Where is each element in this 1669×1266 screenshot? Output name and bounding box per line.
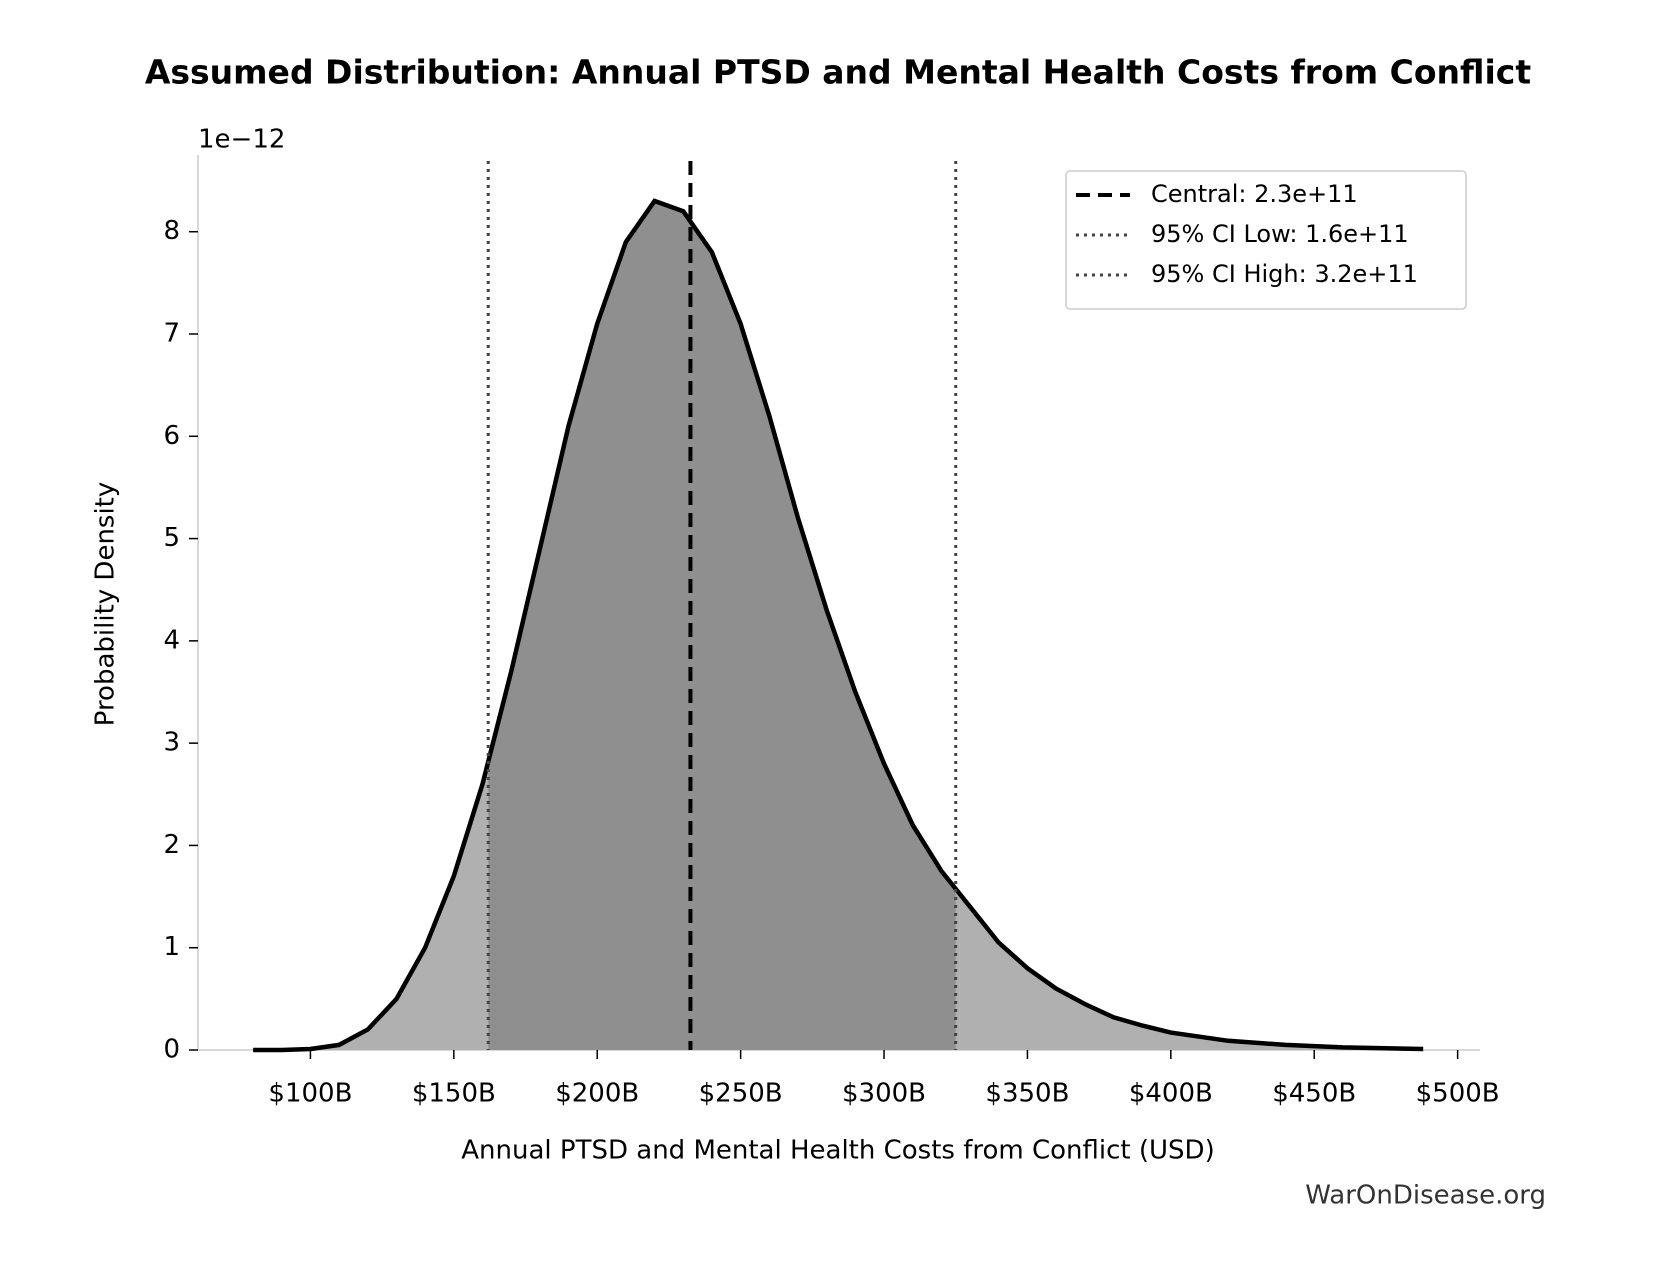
ci-area-fill [488,201,956,1050]
y-axis-label: Probability Density [91,482,121,727]
x-tick-label: $250B [699,1079,783,1109]
x-tick-label: $450B [1272,1079,1356,1109]
y-tick-label: 4 [163,625,180,655]
x-tick-label: $150B [412,1079,496,1109]
x-tick-label: $200B [555,1079,639,1109]
y-tick-label: 3 [163,728,180,758]
x-tick-label: $300B [842,1079,926,1109]
x-tick-label: $350B [985,1079,1069,1109]
y-tick-label: 0 [163,1035,180,1065]
legend-box [1065,170,1467,310]
y-tick-label: 7 [163,319,180,349]
x-tick-label: $400B [1129,1079,1213,1109]
density-line [253,198,1424,1053]
y-tick-label: 6 [163,421,180,451]
legend-label: 95% CI High: 3.2e+11 [1151,260,1418,288]
watermark: WarOnDisease.org [1305,1181,1546,1211]
x-tick-label: $100B [268,1079,352,1109]
chart-title: Assumed Distribution: Annual PTSD and Me… [145,53,1531,92]
y-tick-label: 8 [163,216,180,246]
y-tick-label: 2 [163,830,180,860]
legend-label: Central: 2.3e+11 [1151,180,1358,208]
legend-label: 95% CI Low: 1.6e+11 [1151,220,1409,248]
x-axis-label: Annual PTSD and Mental Health Costs from… [461,1136,1214,1166]
y-offset-label: 1e−12 [198,125,285,155]
x-tick-label: $500B [1416,1079,1500,1109]
y-tick-label: 1 [163,932,180,962]
y-tick-label: 5 [163,523,180,553]
